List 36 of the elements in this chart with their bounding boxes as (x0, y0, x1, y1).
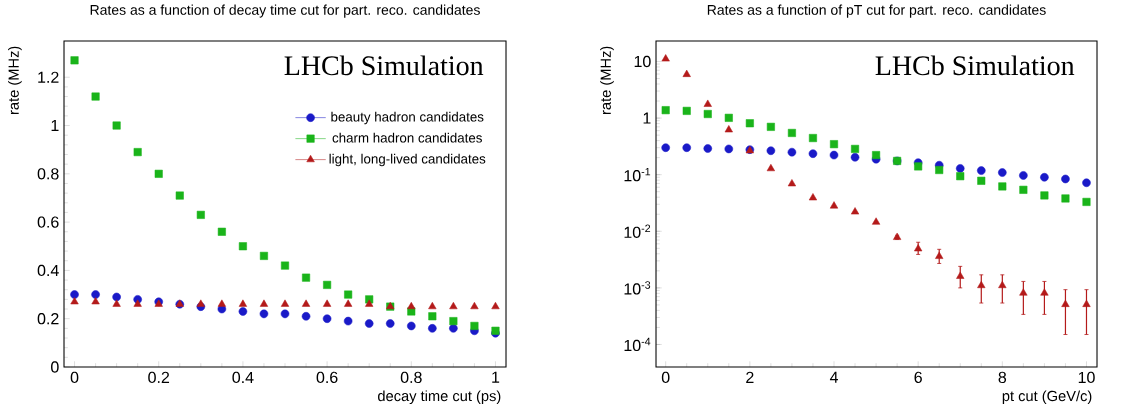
annotation: LHCb Simulation (284, 55, 484, 76)
y-tick-label: 0.2 (37, 313, 59, 325)
x-tick-label: 0.4 (232, 371, 254, 384)
legend-label: light, long-lived candidates (329, 153, 486, 167)
legend-label: beauty hadron candidates (331, 111, 484, 125)
y-tick-label: 0.4 (37, 264, 59, 277)
x-tick-label: 0.6 (316, 371, 338, 384)
x-tick-label: 0 (661, 371, 670, 384)
x-tick-label: 2 (746, 371, 754, 383)
y-tick-label: 1.2 (38, 71, 59, 83)
x-tick-label: 0.8 (400, 371, 422, 384)
y-tick-label: 10$^{-3}$ (624, 281, 651, 295)
y-tick-label: 1 (51, 120, 59, 132)
y-tick-label: 10 (634, 55, 651, 68)
x-tick-label: 1 (492, 371, 500, 383)
y-tick-label: 10$^{-2}$ (624, 224, 651, 238)
y-tick-label: 1 (643, 112, 651, 124)
x-tick-label: 8 (998, 371, 1007, 384)
y-tick-label: 10$^{-1}$ (624, 168, 651, 182)
chart-title: Rates as a function of pT cut for part. reco. candidates (707, 4, 1046, 18)
y-tick-label: 0.8 (37, 168, 59, 180)
y-tick-label: 0 (51, 361, 59, 373)
annotation: LHCb Simulation (875, 55, 1075, 76)
y-axis-title: rate (MHz) (8, 46, 22, 114)
x-tick-label: 4 (829, 371, 838, 383)
x-tick-label: 0.2 (148, 371, 170, 384)
x-tick-label: 10 (1078, 371, 1095, 384)
y-axis-title: rate (MHz) (600, 46, 614, 114)
y-tick-label: 10$^{-4}$ (624, 337, 651, 352)
y-tick-label: 0.6 (37, 216, 59, 228)
x-tick-label: 6 (914, 371, 922, 384)
x-axis-title: pt cut (GeV/c) (1002, 390, 1092, 405)
x-axis-title: decay time cut (ps) (378, 390, 501, 405)
x-tick-label: 0 (70, 371, 79, 384)
legend-label: charm hadron candidates (332, 132, 482, 143)
chart-title: Rates as a function of decay time cut for part. reco. candidates (90, 4, 480, 18)
